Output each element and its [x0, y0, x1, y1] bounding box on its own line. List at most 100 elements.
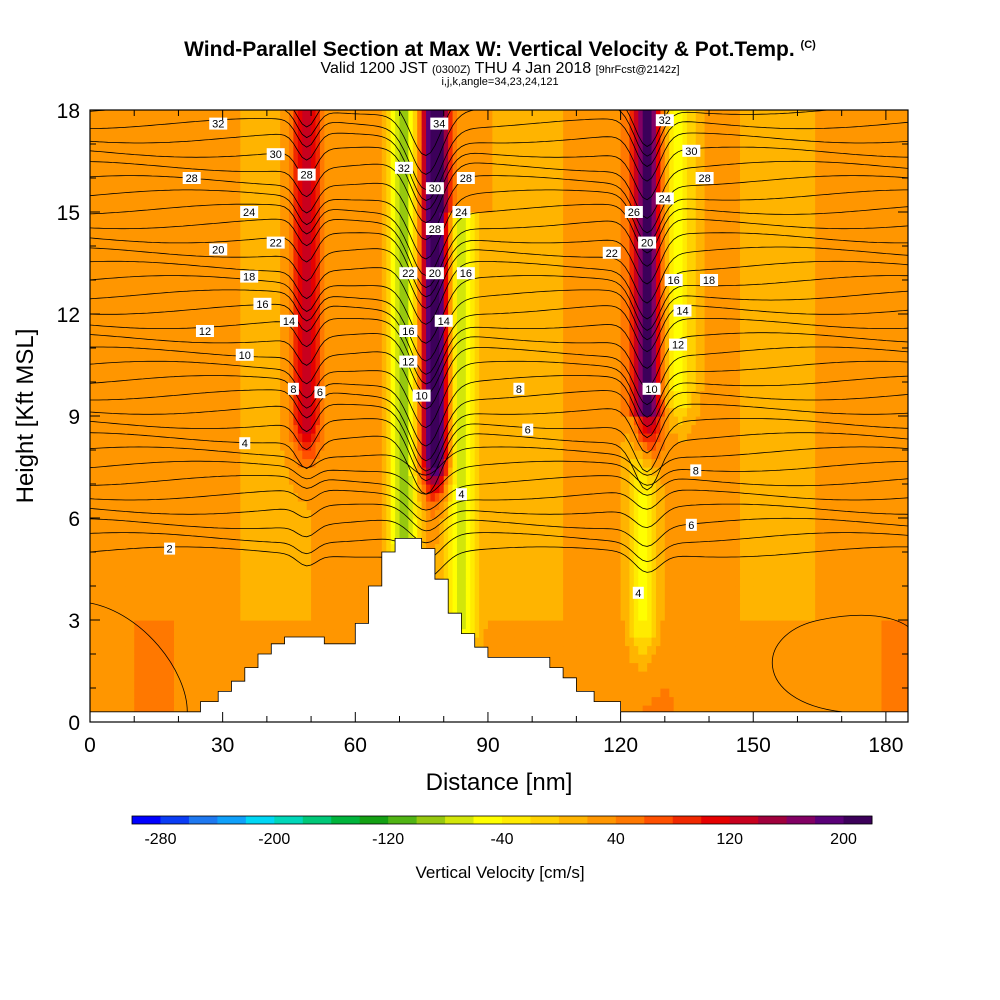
- velocity-cell: [744, 501, 750, 511]
- velocity-cell: [483, 535, 489, 545]
- velocity-cell: [576, 662, 582, 672]
- velocity-cell: [731, 679, 737, 689]
- velocity-cell: [576, 535, 582, 545]
- velocity-cell: [399, 509, 405, 519]
- velocity-cell: [364, 535, 370, 545]
- velocity-cell: [483, 560, 489, 570]
- velocity-cell: [147, 535, 153, 545]
- velocity-cell: [682, 645, 688, 655]
- velocity-cell: [271, 594, 277, 604]
- velocity-cell: [735, 518, 741, 528]
- velocity-cell: [297, 577, 303, 587]
- velocity-cell: [607, 526, 613, 536]
- velocity-cell: [306, 611, 312, 621]
- velocity-cell: [885, 518, 891, 528]
- velocity-cell: [611, 552, 617, 562]
- velocity-cell: [859, 628, 865, 638]
- velocity-cell: [430, 535, 436, 545]
- velocity-cell: [302, 535, 308, 545]
- velocity-cell: [116, 535, 122, 545]
- velocity-cell: [452, 518, 458, 528]
- velocity-cell: [678, 586, 684, 596]
- velocity-cell: [448, 603, 454, 613]
- velocity-cell: [191, 654, 197, 664]
- velocity-cell: [222, 569, 228, 579]
- velocity-cell: [797, 662, 803, 672]
- velocity-cell: [709, 569, 715, 579]
- velocity-cell: [448, 577, 454, 587]
- velocity-cell: [280, 509, 286, 519]
- velocity-cell: [797, 577, 803, 587]
- velocity-cell: [496, 637, 502, 647]
- velocity-cell: [342, 594, 348, 604]
- velocity-cell: [200, 671, 206, 681]
- velocity-cell: [846, 662, 852, 672]
- velocity-cell: [580, 586, 586, 596]
- velocity-cell: [735, 543, 741, 553]
- velocity-cell: [231, 654, 237, 664]
- velocity-cell: [784, 611, 790, 621]
- velocity-cell: [275, 586, 281, 596]
- velocity-cell: [704, 662, 710, 672]
- velocity-cell: [306, 577, 312, 587]
- velocity-cell: [452, 594, 458, 604]
- velocity-cell: [523, 560, 529, 570]
- velocity-cell: [98, 671, 104, 681]
- velocity-cell: [748, 594, 754, 604]
- velocity-cell: [541, 535, 547, 545]
- velocity-cell: [770, 628, 776, 638]
- velocity-cell: [253, 543, 259, 553]
- velocity-cell: [629, 637, 635, 647]
- velocity-cell: [372, 543, 379, 553]
- velocity-cell: [859, 577, 865, 587]
- velocity-cell: [271, 535, 277, 545]
- velocity-cell: [686, 705, 692, 715]
- velocity-cell: [678, 705, 684, 715]
- velocity-cell: [169, 645, 175, 655]
- velocity-cell: [196, 662, 202, 672]
- velocity-cell: [346, 509, 352, 519]
- velocity-cell: [487, 611, 493, 621]
- velocity-cell: [240, 620, 246, 630]
- velocity-cell: [598, 586, 604, 596]
- velocity-cell: [505, 509, 511, 519]
- velocity-cell: [280, 535, 286, 545]
- velocity-cell: [629, 662, 635, 672]
- velocity-cell: [333, 603, 339, 613]
- velocity-cell: [501, 611, 507, 621]
- velocity-cell: [801, 552, 807, 562]
- velocity-cell: [686, 492, 692, 502]
- velocity-cell: [903, 679, 908, 689]
- velocity-cell: [156, 526, 162, 536]
- velocity-cell: [204, 603, 210, 613]
- velocity-cell: [156, 603, 162, 613]
- velocity-cell: [567, 654, 573, 664]
- velocity-cell: [523, 637, 529, 647]
- velocity-cell: [129, 637, 135, 647]
- velocity-cell: [191, 620, 197, 630]
- velocity-cell: [421, 543, 427, 553]
- velocity-cell: [549, 569, 555, 579]
- velocity-cell: [541, 628, 547, 638]
- velocity-cell: [806, 535, 812, 545]
- velocity-cell: [350, 603, 356, 613]
- velocity-cell: [505, 535, 511, 545]
- velocity-cell: [536, 603, 542, 613]
- velocity-cell: [165, 535, 171, 545]
- velocity-cell: [253, 577, 259, 587]
- velocity-cell: [890, 654, 896, 664]
- velocity-cell: [881, 594, 887, 604]
- velocity-cell: [881, 637, 887, 647]
- velocity-cell: [249, 654, 255, 664]
- velocity-cell: [138, 671, 144, 681]
- velocity-cell: [651, 552, 657, 562]
- velocity-cell: [607, 688, 613, 698]
- velocity-cell: [598, 671, 604, 681]
- velocity-cell: [297, 492, 303, 502]
- velocity-cell: [364, 518, 370, 528]
- velocity-cell: [514, 637, 520, 647]
- velocity-cell: [174, 518, 180, 528]
- velocity-cell: [633, 679, 639, 689]
- velocity-cell: [297, 535, 303, 545]
- velocity-cell: [709, 688, 715, 698]
